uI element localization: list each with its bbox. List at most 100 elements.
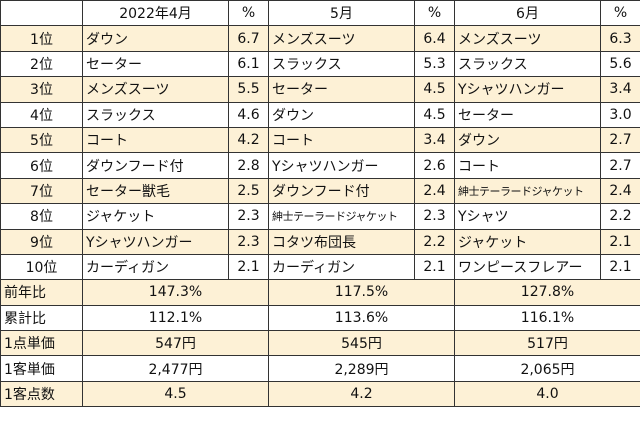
header-row: 2022年4月 % 5月 % 6月 %: [0, 0, 640, 27]
april-value: 112.1%: [82, 304, 269, 332]
june-value: 127.8%: [454, 279, 640, 306]
june-item: Yシャツハンガー: [454, 76, 601, 103]
june-item: ジャケット: [454, 228, 601, 255]
may-value: 4.2: [268, 380, 455, 408]
may-pct: 3.4: [414, 126, 455, 154]
may-pct: 2.6: [414, 152, 455, 179]
table-row: 4位 スラックス 4.6 ダウン 4.5 セーター 3.0: [0, 101, 640, 128]
rank-label: 4位: [0, 101, 83, 128]
april-value: 4.5: [82, 380, 269, 408]
may-pct: 2.3: [414, 203, 455, 230]
june-pct: 2.1: [600, 228, 640, 255]
june-pct: 2.4: [600, 177, 640, 205]
may-value: 545円: [268, 330, 455, 357]
may-item: 紳士テーラードジャケット: [268, 203, 415, 230]
header-month-may: 5月: [268, 0, 415, 27]
june-item: ワンピースフレアー: [454, 253, 601, 281]
may-item: コタツ布団長: [268, 228, 415, 255]
table-row: 8位 ジャケット 2.3 紳士テーラードジャケット 2.3 Yシャツ 2.2: [0, 203, 640, 230]
june-pct: 3.0: [600, 101, 640, 128]
sales-ranking-table: 2022年4月 % 5月 % 6月 % 1位 ダウン 6.7 メンズスーツ 6.…: [0, 0, 640, 408]
may-pct: 2.4: [414, 177, 455, 205]
april-pct: 2.8: [228, 152, 269, 179]
may-pct: 2.1: [414, 253, 455, 281]
summary-row-items-per-customer: 1客点数 4.5 4.2 4.0: [0, 380, 640, 408]
april-value: 2,477円: [82, 355, 269, 382]
may-pct: 4.5: [414, 76, 455, 103]
table-row: 7位 セーター獣毛 2.5 ダウンフード付 2.4 紳士テーラードジャケット 2…: [0, 177, 640, 205]
june-item: セーター: [454, 101, 601, 128]
may-value: 2,289円: [268, 355, 455, 382]
may-item: セーター: [268, 76, 415, 103]
rank-label: 2位: [0, 50, 83, 78]
header-month-june: 6月: [454, 0, 601, 27]
table-row: 5位 コート 4.2 コート 3.4 ダウン 2.7: [0, 126, 640, 154]
summary-label: 1点単価: [0, 330, 83, 357]
june-item: スラックス: [454, 50, 601, 78]
rank-label: 5位: [0, 126, 83, 154]
april-item: カーディガン: [82, 253, 229, 281]
april-item: セーター獣毛: [82, 177, 229, 205]
may-item: ダウン: [268, 101, 415, 128]
table-row: 1位 ダウン 6.7 メンズスーツ 6.4 メンズスーツ 6.3: [0, 25, 640, 52]
may-pct: 4.5: [414, 101, 455, 128]
april-pct: 6.1: [228, 50, 269, 78]
summary-label: 1客点数: [0, 380, 83, 408]
june-pct: 2.2: [600, 203, 640, 230]
april-pct: 2.1: [228, 253, 269, 281]
may-item: ダウンフード付: [268, 177, 415, 205]
header-blank: [0, 0, 83, 27]
header-pct-april: %: [228, 0, 269, 27]
summary-row-cumulative: 累計比 112.1% 113.6% 116.1%: [0, 304, 640, 332]
may-item: カーディガン: [268, 253, 415, 281]
april-item: Yシャツハンガー: [82, 228, 229, 255]
summary-row-yoy: 前年比 147.3% 117.5% 127.8%: [0, 279, 640, 306]
table-row: 3位 メンズスーツ 5.5 セーター 4.5 Yシャツハンガー 3.4: [0, 76, 640, 103]
april-pct: 6.7: [228, 25, 269, 52]
may-pct: 2.2: [414, 228, 455, 255]
april-item: メンズスーツ: [82, 76, 229, 103]
june-item: 紳士テーラードジャケット: [454, 177, 601, 205]
rank-label: 8位: [0, 203, 83, 230]
summary-row-unit-price: 1点単価 547円 545円 517円: [0, 330, 640, 357]
june-value: 517円: [454, 330, 640, 357]
june-pct: 5.6: [600, 50, 640, 78]
rank-label: 1位: [0, 25, 83, 52]
april-value: 147.3%: [82, 279, 269, 306]
april-pct: 2.3: [228, 228, 269, 255]
april-item: コート: [82, 126, 229, 154]
june-value: 116.1%: [454, 304, 640, 332]
table-row: 10位 カーディガン 2.1 カーディガン 2.1 ワンピースフレアー 2.1: [0, 253, 640, 281]
june-pct: 2.7: [600, 152, 640, 179]
april-item: ダウンフード付: [82, 152, 229, 179]
june-pct: 2.1: [600, 253, 640, 281]
april-pct: 5.5: [228, 76, 269, 103]
rank-label: 6位: [0, 152, 83, 179]
april-pct: 2.3: [228, 203, 269, 230]
header-pct-may: %: [414, 0, 455, 27]
rank-label: 9位: [0, 228, 83, 255]
april-pct: 4.6: [228, 101, 269, 128]
april-item: ダウン: [82, 25, 229, 52]
june-pct: 2.7: [600, 126, 640, 154]
rank-label: 10位: [0, 253, 83, 281]
may-item: Yシャツハンガー: [268, 152, 415, 179]
summary-row-customer-spend: 1客単価 2,477円 2,289円 2,065円: [0, 355, 640, 382]
may-pct: 5.3: [414, 50, 455, 78]
june-value: 2,065円: [454, 355, 640, 382]
june-item: メンズスーツ: [454, 25, 601, 52]
june-item: ダウン: [454, 126, 601, 154]
april-item: セーター: [82, 50, 229, 78]
may-value: 117.5%: [268, 279, 455, 306]
april-pct: 2.5: [228, 177, 269, 205]
may-item: スラックス: [268, 50, 415, 78]
june-value: 4.0: [454, 380, 640, 408]
may-item: メンズスーツ: [268, 25, 415, 52]
april-pct: 4.2: [228, 126, 269, 154]
june-item: Yシャツ: [454, 203, 601, 230]
april-item: スラックス: [82, 101, 229, 128]
june-pct: 3.4: [600, 76, 640, 103]
rank-label: 7位: [0, 177, 83, 205]
may-pct: 6.4: [414, 25, 455, 52]
rank-label: 3位: [0, 76, 83, 103]
